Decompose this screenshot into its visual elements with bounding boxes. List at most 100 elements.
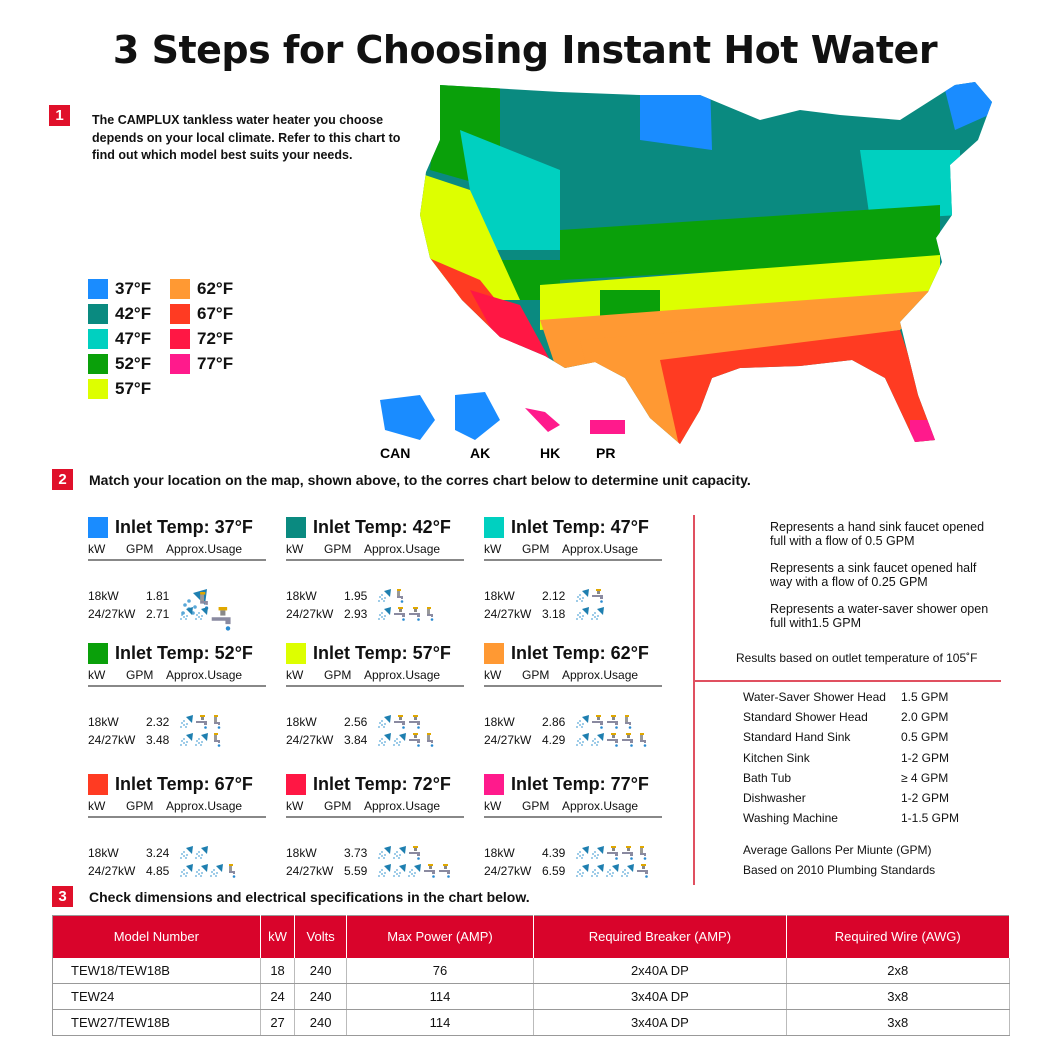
puerto-rico-shape bbox=[590, 420, 625, 434]
usage-icons bbox=[180, 589, 210, 616]
legend-label: 47°F bbox=[115, 328, 152, 348]
capacity-row: 24/27kW 3.84 bbox=[286, 731, 482, 749]
faucet-icon bbox=[210, 607, 231, 632]
capacity-row: 24/27kW 3.48 bbox=[88, 731, 284, 749]
shower-icon bbox=[606, 864, 620, 878]
legend-swatch bbox=[88, 303, 108, 324]
panel-header: Inlet Temp: 77°F bbox=[484, 772, 680, 796]
inlet-temp-panel: Inlet Temp: 52°F kW GPM Approx.Usage 18kW 2.3… bbox=[88, 641, 284, 749]
gpm-value: 4.85 bbox=[146, 864, 170, 878]
fixture-name: Water-Saver Shower Head bbox=[743, 690, 886, 704]
capacity-row: 24/27kW 4.29 bbox=[484, 731, 680, 749]
step-1-text: The CAMPLUX tankless water heater you ch… bbox=[92, 113, 401, 162]
gpm-value: 2.56 bbox=[344, 715, 368, 729]
panel-header: Inlet Temp: 57°F bbox=[286, 641, 482, 665]
panel-title: Inlet Temp: 52°F bbox=[115, 642, 253, 663]
gpm-value: 2.32 bbox=[146, 715, 170, 729]
legend-label: 57°F bbox=[115, 378, 152, 398]
legend-swatch bbox=[88, 378, 108, 399]
panel-rows: 18kW 2.86 24/27kW 4.29 bbox=[484, 713, 680, 749]
divider-vertical bbox=[693, 515, 695, 885]
table-cell: 114 bbox=[346, 1009, 535, 1036]
temp-swatch bbox=[88, 642, 108, 664]
inlet-temp-panel: Inlet Temp: 57°F kW GPM Approx.Usage 18kW 2.5… bbox=[286, 641, 482, 749]
kw-value: 24/27kW bbox=[484, 864, 532, 878]
panel-columns: kW GPM Approx.Usage bbox=[286, 799, 464, 818]
shower-icon bbox=[378, 846, 392, 860]
inlet-temp-panel: Inlet Temp: 42°F kW GPM Approx.Usage 18kW 1.9… bbox=[286, 515, 482, 623]
step-3-text: Check dimensions and electrical specific… bbox=[89, 889, 530, 905]
shower-icon bbox=[591, 864, 605, 878]
panel-rows: 18kW 3.73 24/27kW 5.59 bbox=[286, 844, 482, 880]
legend-item: 42°F bbox=[88, 301, 151, 326]
shower-icon bbox=[180, 589, 207, 616]
shower-icon bbox=[576, 864, 590, 878]
faucet-icon bbox=[591, 589, 605, 604]
half-faucet-icon bbox=[423, 733, 437, 748]
table-cell: 114 bbox=[346, 983, 535, 1010]
table-cell: 240 bbox=[294, 957, 347, 984]
gpm-value: 2.12 bbox=[542, 589, 566, 603]
inlet-temp-panel: Inlet Temp: 72°F kW GPM Approx.Usage 18kW 3.7… bbox=[286, 772, 482, 880]
usage-icons bbox=[576, 864, 651, 879]
shower-icon bbox=[378, 733, 392, 747]
fixture-flow: 1-1.5 GPM bbox=[901, 811, 960, 826]
faucet-icon bbox=[393, 607, 407, 622]
faucet-icon bbox=[408, 733, 422, 748]
kw-value: 18kW bbox=[88, 715, 119, 729]
temp-swatch bbox=[484, 773, 504, 795]
shower-icon bbox=[180, 733, 194, 747]
fixture-flow: 1-2 GPM bbox=[901, 750, 950, 765]
shower-icon bbox=[621, 864, 635, 878]
panel-columns: kW GPM Approx.Usage bbox=[484, 668, 662, 687]
capacity-row: 18kW 3.24 bbox=[88, 844, 284, 862]
capacity-row: 18kW 3.73 bbox=[286, 844, 482, 862]
usage-icons bbox=[378, 733, 438, 748]
map-label-pr: PR bbox=[596, 445, 615, 461]
fixture-flow: 2.0 GPM bbox=[901, 710, 949, 725]
column-header: Approx.Usage bbox=[562, 542, 639, 556]
kw-value: 24/27kW bbox=[88, 864, 136, 878]
table-header: kW bbox=[260, 915, 296, 958]
legend-label: 42°F bbox=[115, 303, 152, 323]
panel-title: Inlet Temp: 67°F bbox=[115, 773, 253, 794]
table-cell: TEW18/TEW18B bbox=[52, 957, 261, 984]
us-climate-map: CAN AK HK PR bbox=[380, 82, 992, 461]
column-header: GPM bbox=[324, 668, 352, 682]
column-header: kW bbox=[484, 668, 502, 682]
half-faucet-icon bbox=[225, 864, 239, 879]
kw-value: 24/27kW bbox=[286, 733, 334, 747]
panel-header: Inlet Temp: 67°F bbox=[88, 772, 284, 796]
capacity-row: 24/27kW 2.71 bbox=[88, 605, 284, 632]
table-header: Required Breaker (AMP) bbox=[533, 915, 787, 958]
legend-item: 77°F bbox=[170, 351, 233, 376]
panel-header: Inlet Temp: 72°F bbox=[286, 772, 482, 796]
legend-swatch bbox=[170, 353, 190, 374]
specifications-table: Model Number kW Volts Max Power (AMP) Requir… bbox=[52, 915, 1011, 1036]
faucet-icon bbox=[606, 846, 620, 861]
kw-value: 24/27kW bbox=[88, 733, 136, 747]
shower-icon bbox=[576, 589, 590, 603]
panel-rows: 18kW 3.24 24/27kW 4.85 bbox=[88, 844, 284, 880]
table-header: Volts bbox=[294, 915, 347, 958]
capacity-row: 18kW 2.12 bbox=[484, 587, 680, 605]
gpm-value: 4.39 bbox=[542, 846, 566, 860]
column-header: kW bbox=[88, 799, 106, 813]
faucet-icon bbox=[737, 520, 761, 544]
column-header: kW bbox=[286, 799, 304, 813]
shower-icon bbox=[195, 607, 209, 621]
table-cell: 3x8 bbox=[786, 1009, 1011, 1036]
fixture-name: Bath Tub bbox=[743, 770, 792, 785]
table-header: Model Number bbox=[52, 915, 261, 958]
shower-icon bbox=[576, 733, 590, 747]
step-2-text: Match your location on the map, shown ab… bbox=[89, 472, 751, 488]
legend-item: 37°F bbox=[88, 276, 151, 301]
column-header: Approx.Usage bbox=[364, 668, 441, 682]
fixture-name: Standard Hand Sink bbox=[743, 730, 851, 745]
usage-icons bbox=[576, 607, 606, 622]
inlet-temp-panel: Inlet Temp: 62°F kW GPM Approx.Usage 18kW 2.8… bbox=[484, 641, 680, 749]
faucet-icon bbox=[591, 715, 605, 730]
fixture-row: Standard Shower Head 2.0 GPM bbox=[743, 710, 948, 724]
shower-icon bbox=[180, 715, 194, 729]
table-row: TEW24 24 240 114 3x40A DP 3x8 bbox=[52, 983, 1011, 1010]
